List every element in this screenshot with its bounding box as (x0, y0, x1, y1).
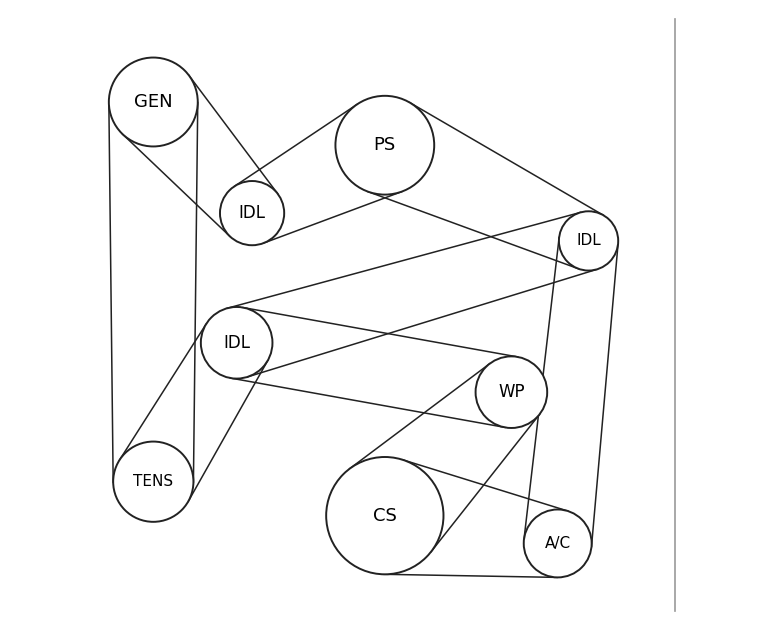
Circle shape (113, 442, 193, 522)
Circle shape (524, 510, 592, 577)
Circle shape (201, 307, 272, 379)
Circle shape (475, 357, 547, 428)
Text: IDL: IDL (239, 204, 266, 222)
Circle shape (109, 57, 198, 146)
Text: A/C: A/C (544, 536, 571, 551)
Text: IDL: IDL (576, 233, 601, 248)
Text: PS: PS (374, 136, 396, 154)
Text: WP: WP (498, 383, 525, 401)
Circle shape (335, 96, 434, 195)
Text: GEN: GEN (134, 93, 173, 111)
Text: TENS: TENS (133, 474, 174, 490)
Circle shape (559, 211, 619, 270)
Circle shape (326, 457, 443, 575)
Text: CS: CS (373, 507, 396, 525)
Text: IDL: IDL (223, 334, 250, 352)
Circle shape (220, 181, 284, 245)
